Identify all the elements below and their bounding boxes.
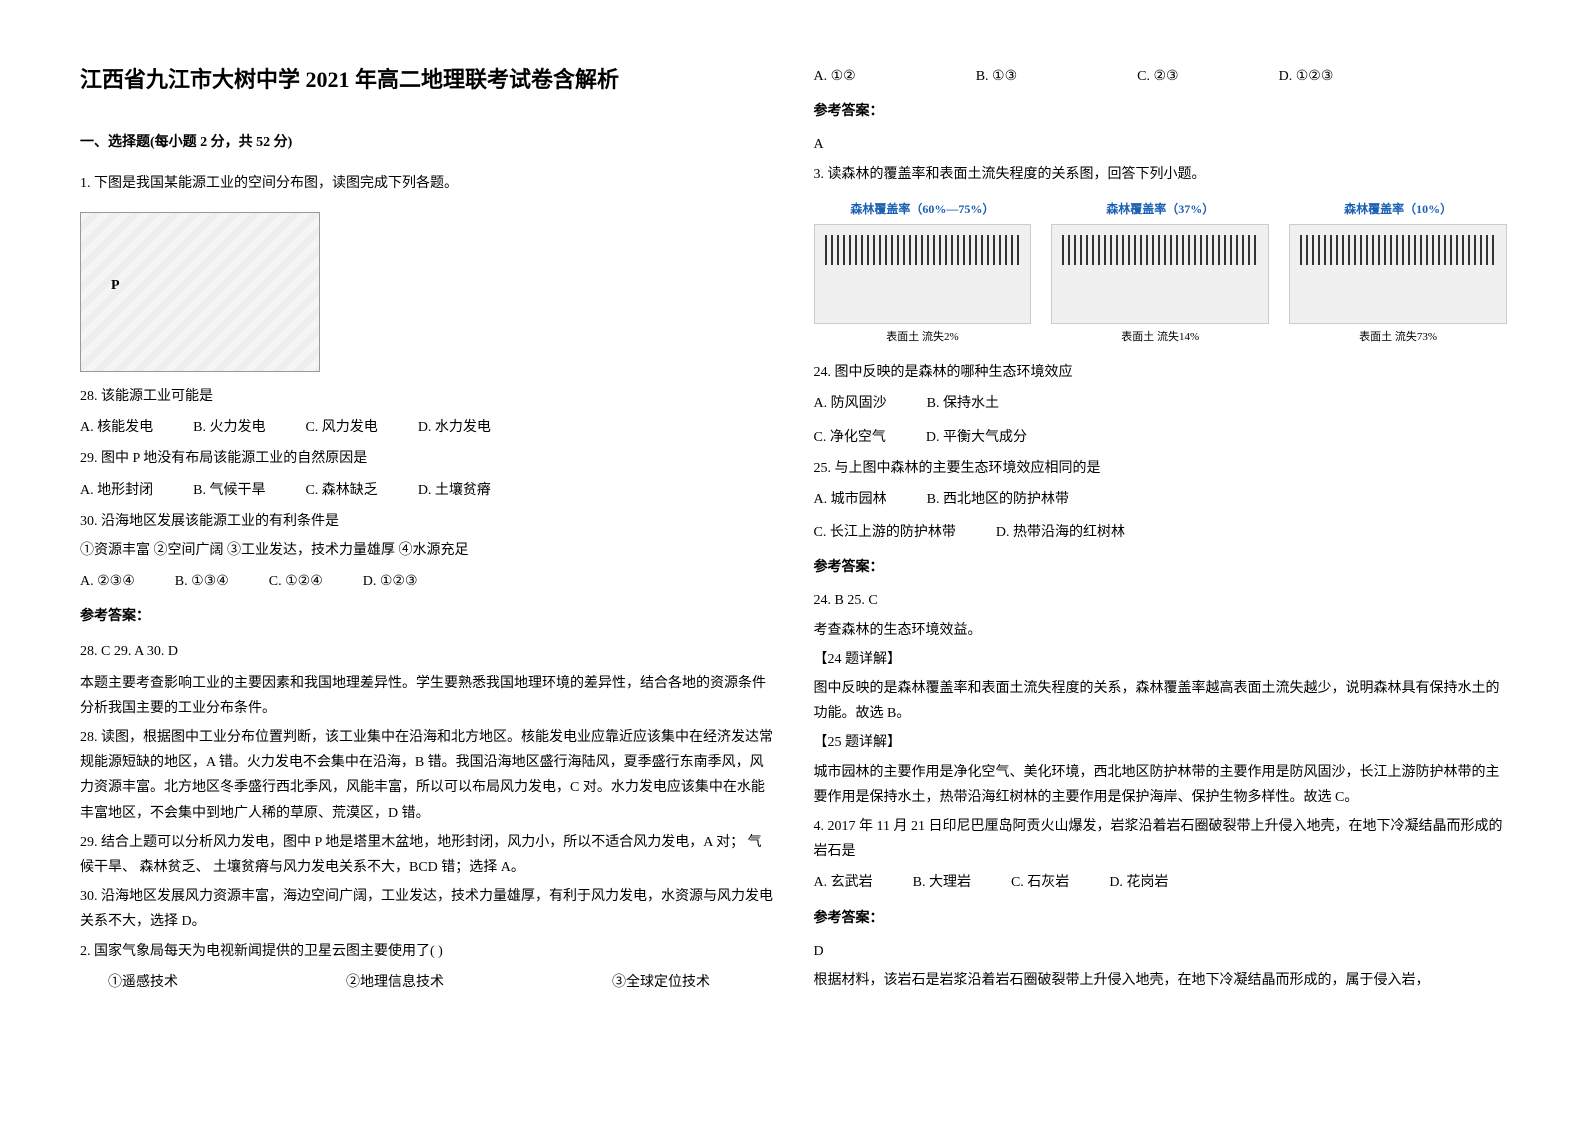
q2-item-3: ③全球定位技术 <box>584 970 710 995</box>
q24-options-2: C. 净化空气 D. 平衡大气成分 <box>814 425 1508 450</box>
q28-option-d: D. 水力发电 <box>418 415 491 440</box>
q25-option-a: A. 城市园林 <box>814 487 887 512</box>
explain-4: 根据材料，该岩石是岩浆沿着岩石圈破裂带上升侵入地壳，在地下冷凝结晶而形成的，属于… <box>814 968 1508 993</box>
forest-caption-3: 表面土 流失73% <box>1289 328 1507 348</box>
q30-text: 30. 沿海地区发展该能源工业的有利条件是 <box>80 509 774 534</box>
q25-option-d: D. 热带沿海的红树林 <box>996 520 1125 545</box>
forest-img-2 <box>1051 224 1269 324</box>
forest-img-3 <box>1289 224 1507 324</box>
q24-option-a: A. 防风固沙 <box>814 391 887 416</box>
q2-option-d: D. ①②③ <box>1279 64 1334 89</box>
q30-option-d: D. ①②③ <box>363 569 418 594</box>
q30-option-b: B. ①③④ <box>175 569 229 594</box>
q4-option-a: A. 玄武岩 <box>814 870 873 895</box>
q24-option-b: B. 保持水土 <box>927 391 999 416</box>
answer-3: 24. B 25. C <box>814 588 1508 613</box>
q29-text: 29. 图中 P 地没有布局该能源工业的自然原因是 <box>80 446 774 471</box>
forest-label-2: 森林覆盖率（37%） <box>1051 199 1269 221</box>
answer-label-3: 参考答案： <box>814 555 1508 580</box>
q25-option-b: B. 西北地区的防护林带 <box>927 487 1069 512</box>
q30-options: A. ②③④ B. ①③④ C. ①②④ D. ①②③ <box>80 569 774 594</box>
q2-item-2: ②地理信息技术 <box>318 970 444 995</box>
forest-diagram: 森林覆盖率（60%—75%） 表面土 流失2% 森林覆盖率（37%） 表面土 流… <box>814 199 1508 348</box>
answer-1: 28. C 29. A 30. D <box>80 639 774 664</box>
answer-label-1: 参考答案： <box>80 604 774 629</box>
q24-option-d: D. 平衡大气成分 <box>926 425 1027 450</box>
q2-item-1: ①遥感技术 <box>80 970 178 995</box>
china-map-figure <box>80 212 320 372</box>
explain-3-p25: 城市园林的主要作用是净化空气、美化环境，西北地区防护林带的主要作用是防风固沙，长… <box>814 760 1508 810</box>
q29-options: A. 地形封闭 B. 气候干旱 C. 森林缺乏 D. 土壤贫瘠 <box>80 478 774 503</box>
explain-3-p24: 图中反映的是森林覆盖率和表面土流失程度的关系，森林覆盖率越高表面土流失越少，说明… <box>814 676 1508 726</box>
explain-1-p4: 30. 沿海地区发展风力资源丰富，海边空间广阔，工业发达，技术力量雄厚，有利于风… <box>80 884 774 934</box>
q2-text: 2. 国家气象局每天为电视新闻提供的卫星云图主要使用了( ) <box>80 939 774 964</box>
explain-3-h24: 【24 题详解】 <box>814 647 1508 672</box>
q30-option-a: A. ②③④ <box>80 569 135 594</box>
q29-option-c: C. 森林缺乏 <box>305 478 377 503</box>
answer-2: A <box>814 132 1508 157</box>
q28-options: A. 核能发电 B. 火力发电 C. 风力发电 D. 水力发电 <box>80 415 774 440</box>
explain-3-h25: 【25 题详解】 <box>814 730 1508 755</box>
explain-3-intro: 考查森林的生态环境效益。 <box>814 618 1508 643</box>
q4-option-c: C. 石灰岩 <box>1011 870 1069 895</box>
q4-option-d: D. 花岗岩 <box>1109 870 1168 895</box>
q3-text: 3. 读森林的覆盖率和表面土流失程度的关系图，回答下列小题。 <box>814 162 1508 187</box>
q29-option-b: B. 气候干旱 <box>193 478 265 503</box>
left-column: 江西省九江市大树中学 2021 年高二地理联考试卷含解析 一、选择题(每小题 2… <box>80 60 774 1062</box>
forest-item-1: 森林覆盖率（60%—75%） 表面土 流失2% <box>814 199 1032 348</box>
q29-option-a: A. 地形封闭 <box>80 478 153 503</box>
q24-option-c: C. 净化空气 <box>814 425 886 450</box>
q30-option-c: C. ①②④ <box>269 569 323 594</box>
q25-text: 25. 与上图中森林的主要生态环境效应相同的是 <box>814 456 1508 481</box>
q25-option-c: C. 长江上游的防护林带 <box>814 520 956 545</box>
right-column: A. ①② B. ①③ C. ②③ D. ①②③ 参考答案： A 3. 读森林的… <box>814 60 1508 1062</box>
explain-1-p3: 29. 结合上题可以分析风力发电，图中 P 地是塔里木盆地，地形封闭，风力小，所… <box>80 830 774 880</box>
q24-text: 24. 图中反映的是森林的哪种生态环境效应 <box>814 360 1508 385</box>
q28-option-b: B. 火力发电 <box>193 415 265 440</box>
q25-options-1: A. 城市园林 B. 西北地区的防护林带 <box>814 487 1508 512</box>
forest-label-3: 森林覆盖率（10%） <box>1289 199 1507 221</box>
q1-intro: 1. 下图是我国某能源工业的空间分布图，读图完成下列各题。 <box>80 171 774 196</box>
answer-label-2: 参考答案： <box>814 99 1508 124</box>
q24-options-1: A. 防风固沙 B. 保持水土 <box>814 391 1508 416</box>
q30-subtext: ①资源丰富 ②空间广阔 ③工业发达，技术力量雄厚 ④水源充足 <box>80 538 774 563</box>
forest-label-1: 森林覆盖率（60%—75%） <box>814 199 1032 221</box>
q2-options: A. ①② B. ①③ C. ②③ D. ①②③ <box>814 64 1508 89</box>
q4-text: 4. 2017 年 11 月 21 日印尼巴厘岛阿贡火山爆发，岩浆沿着岩石圈破裂… <box>814 814 1508 864</box>
q28-option-a: A. 核能发电 <box>80 415 153 440</box>
q4-options: A. 玄武岩 B. 大理岩 C. 石灰岩 D. 花岗岩 <box>814 870 1508 895</box>
q25-options-2: C. 长江上游的防护林带 D. 热带沿海的红树林 <box>814 520 1508 545</box>
forest-caption-2: 表面土 流失14% <box>1051 328 1269 348</box>
q29-option-d: D. 土壤贫瘠 <box>418 478 491 503</box>
explain-1-p1: 本题主要考查影响工业的主要因素和我国地理差异性。学生要熟悉我国地理环境的差异性，… <box>80 671 774 721</box>
q4-option-b: B. 大理岩 <box>913 870 971 895</box>
answer-4: D <box>814 939 1508 964</box>
section-1-heading: 一、选择题(每小题 2 分，共 52 分) <box>80 130 774 155</box>
q2-option-a: A. ①② <box>814 64 856 89</box>
q2-subitems: ①遥感技术 ②地理信息技术 ③全球定位技术 <box>80 970 774 995</box>
forest-caption-1: 表面土 流失2% <box>814 328 1032 348</box>
q28-option-c: C. 风力发电 <box>305 415 377 440</box>
explain-1-p2: 28. 读图，根据图中工业分布位置判断，该工业集中在沿海和北方地区。核能发电业应… <box>80 725 774 826</box>
q28-text: 28. 该能源工业可能是 <box>80 384 774 409</box>
answer-label-4: 参考答案： <box>814 906 1508 931</box>
exam-title: 江西省九江市大树中学 2021 年高二地理联考试卷含解析 <box>80 60 774 100</box>
forest-img-1 <box>814 224 1032 324</box>
forest-item-2: 森林覆盖率（37%） 表面土 流失14% <box>1051 199 1269 348</box>
q2-option-b: B. ①③ <box>976 64 1017 89</box>
forest-item-3: 森林覆盖率（10%） 表面土 流失73% <box>1289 199 1507 348</box>
q2-option-c: C. ②③ <box>1137 64 1178 89</box>
